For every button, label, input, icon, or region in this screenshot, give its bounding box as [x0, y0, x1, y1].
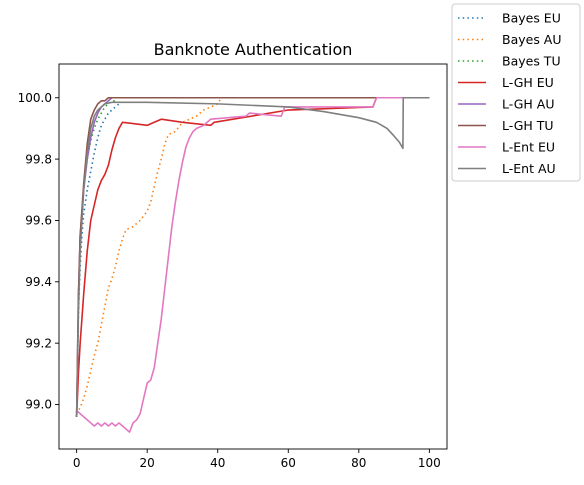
axes: 0 20 40 60 80 100 99.0 99.2 99.4 99.6 99.8 100.0: [18, 63, 448, 470]
legend-label: Bayes TU: [502, 53, 561, 68]
axes-frame: [58, 63, 448, 450]
chart-title: Banknote Authentication: [154, 40, 353, 59]
legend-label: Bayes AU: [502, 32, 562, 47]
series-line-3: [75, 100, 116, 417]
x-tick-label: 40: [210, 456, 225, 470]
series-line-8: [75, 96, 430, 417]
legend: Bayes EU Bayes AU Bayes TU L-GH EU L-GH AU L-…: [451, 3, 581, 182]
series-line-4: [75, 96, 430, 417]
y-tick-label: 99.8: [25, 152, 52, 166]
y-tick-label: 99.6: [25, 214, 52, 228]
legend-label: L-GH AU: [502, 96, 554, 111]
plot-area: [75, 96, 430, 433]
legend-label: L-GH TU: [502, 118, 554, 133]
y-tick-label: 99.4: [25, 275, 52, 289]
x-tick-label: 80: [351, 456, 366, 470]
legend-label: L-GH EU: [502, 75, 554, 90]
series-line-7: [76, 96, 430, 433]
series-line-1: [75, 103, 120, 417]
y-tick-label: 100.0: [18, 91, 52, 105]
x-tick-label: 20: [140, 456, 155, 470]
x-tick-label: 60: [281, 456, 296, 470]
legend-label: Bayes EU: [502, 10, 561, 25]
series-line-6: [75, 96, 430, 417]
legend-box: [451, 3, 581, 182]
y-tick-label: 99.2: [25, 336, 52, 350]
series-line-2: [75, 96, 430, 415]
series-line-5: [75, 96, 430, 417]
legend-label: L-Ent EU: [502, 139, 555, 154]
x-tick-label: 0: [73, 456, 81, 470]
x-tick-label: 100: [418, 456, 441, 470]
legend-label: L-Ent AU: [502, 161, 556, 176]
y-tick-label: 99.0: [25, 398, 52, 412]
